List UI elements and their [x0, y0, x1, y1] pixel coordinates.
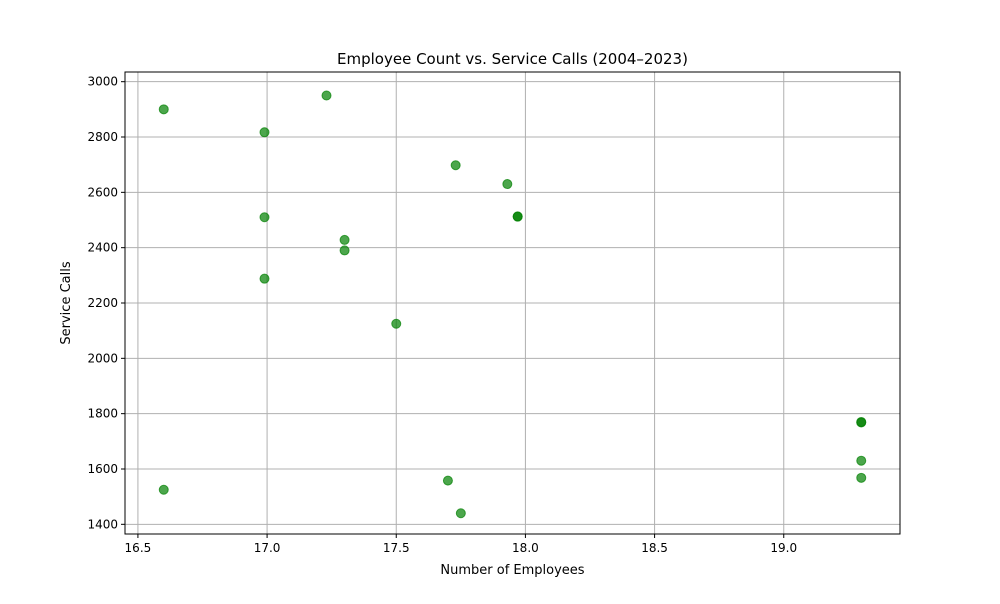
- y-axis-label: Service Calls: [59, 261, 74, 344]
- data-point: [856, 455, 867, 466]
- x-tick-label: 18.0: [512, 541, 539, 555]
- data-point: [455, 508, 466, 519]
- x-tick-label: 17.5: [383, 541, 410, 555]
- x-axis-label: Number of Employees: [440, 563, 584, 578]
- chart-title: Employee Count vs. Service Calls (2004–2…: [337, 50, 688, 68]
- y-tick-label: 1400: [87, 517, 118, 531]
- data-point: [856, 472, 867, 483]
- x-tick-label: 19.0: [770, 541, 797, 555]
- x-tick-label: 18.5: [641, 541, 668, 555]
- data-point: [450, 160, 461, 171]
- y-tick-label: 2600: [87, 185, 118, 199]
- y-axis-ticks: 1400 1600 1800 2000 2200 2400 2600 2800 3000: [87, 75, 125, 531]
- data-point: [158, 484, 169, 495]
- data-point: [259, 273, 270, 284]
- x-axis-ticks: 16.5 17.0 17.5 18.0 18.5 19.0: [125, 534, 797, 555]
- y-tick-label: 2200: [87, 296, 118, 310]
- data-point: [339, 234, 350, 245]
- grid: [125, 72, 900, 534]
- y-tick-label: 2800: [87, 130, 118, 144]
- y-tick-label: 1600: [87, 462, 118, 476]
- data-point: [158, 104, 169, 115]
- y-tick-label: 2400: [87, 241, 118, 255]
- data-point: [321, 90, 332, 101]
- data-points: [158, 90, 867, 519]
- data-point: [259, 212, 270, 223]
- data-point: [442, 475, 453, 486]
- data-point: [259, 127, 270, 138]
- data-point: [339, 245, 350, 256]
- y-tick-label: 1800: [87, 407, 118, 421]
- x-tick-label: 16.5: [125, 541, 152, 555]
- x-tick-label: 17.0: [254, 541, 281, 555]
- data-point: [502, 179, 513, 190]
- y-tick-label: 2000: [87, 351, 118, 365]
- y-tick-label: 3000: [87, 75, 118, 89]
- data-point: [391, 318, 402, 329]
- data-point: [856, 416, 867, 427]
- data-point: [512, 211, 523, 222]
